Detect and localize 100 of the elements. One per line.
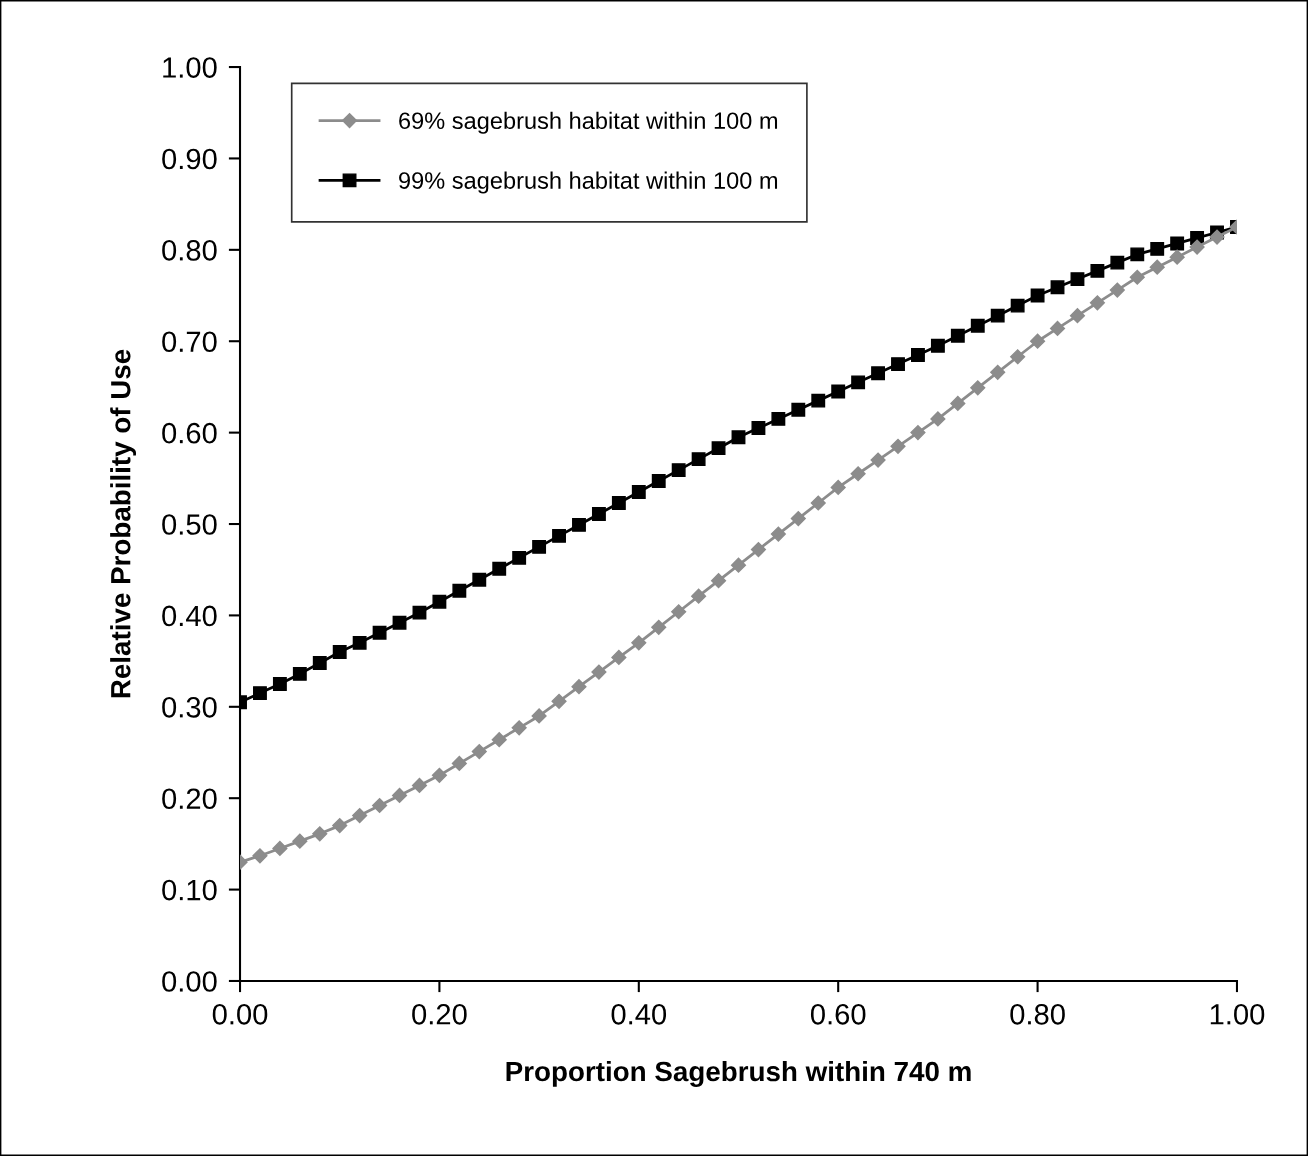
point <box>372 625 387 640</box>
point <box>691 588 707 604</box>
point <box>950 395 966 411</box>
point <box>990 364 1006 380</box>
point <box>1030 333 1046 349</box>
point <box>911 347 925 362</box>
point <box>1109 282 1125 298</box>
point <box>492 561 507 576</box>
point <box>831 384 846 399</box>
point <box>412 605 427 620</box>
point <box>372 797 388 814</box>
point <box>472 572 487 587</box>
point <box>1149 259 1165 275</box>
point <box>631 485 646 499</box>
point <box>312 826 328 842</box>
point <box>392 615 407 630</box>
point <box>552 528 566 543</box>
point <box>910 425 926 441</box>
point <box>851 375 866 390</box>
point <box>551 693 567 709</box>
point <box>611 496 626 510</box>
point <box>631 635 647 651</box>
point <box>651 474 666 489</box>
y-tick-label: 0.40 <box>162 605 217 627</box>
point <box>312 655 327 670</box>
point <box>332 645 347 659</box>
point <box>1110 255 1125 270</box>
point <box>1049 320 1066 337</box>
point <box>432 594 447 609</box>
y-tick-label: 0.80 <box>162 240 217 261</box>
point <box>1169 249 1185 265</box>
point <box>930 411 946 427</box>
y-tick-label: 0.00 <box>162 971 217 992</box>
point <box>491 732 507 748</box>
point <box>970 318 985 333</box>
point <box>891 357 905 372</box>
point <box>571 679 587 695</box>
point <box>292 666 307 681</box>
y-tick-label: 0.60 <box>162 422 217 444</box>
point <box>1070 272 1085 287</box>
point <box>572 517 586 532</box>
point <box>391 787 408 804</box>
point <box>671 463 686 478</box>
x-tick-label: 0.40 <box>611 1003 667 1025</box>
point <box>431 767 447 783</box>
point <box>1170 236 1185 251</box>
point <box>532 539 547 554</box>
point <box>930 338 945 353</box>
point <box>790 510 806 527</box>
x-axis-title: Proportion Sagebrush within 740 m <box>506 1060 971 1087</box>
point <box>411 777 428 793</box>
point <box>1130 247 1145 262</box>
point <box>970 380 986 396</box>
point <box>272 840 288 857</box>
point <box>791 402 806 417</box>
point <box>770 526 786 542</box>
legend-label: 69% sagebrush habitat within 100 m <box>399 111 778 134</box>
point <box>252 848 268 864</box>
point <box>292 833 308 849</box>
point <box>1129 269 1145 285</box>
point <box>731 430 746 445</box>
x-tick-label: 1.00 <box>1210 1003 1265 1025</box>
x-tick-label: 0.80 <box>1010 1003 1065 1025</box>
point <box>870 452 886 468</box>
y-tick-label: 1.00 <box>163 57 217 78</box>
y-tick-label: 0.70 <box>162 331 217 353</box>
point <box>332 818 348 834</box>
point <box>1069 308 1086 324</box>
point <box>471 744 487 760</box>
point <box>750 542 767 558</box>
point <box>1010 349 1026 365</box>
y-axis-title: Relative Probability of Use <box>110 349 137 698</box>
point <box>1209 229 1225 245</box>
point <box>1189 239 1205 255</box>
x-tick-label: 0.20 <box>412 1003 467 1025</box>
y-tick-label: 0.10 <box>162 879 217 901</box>
point <box>890 438 906 454</box>
legend-label: 99% sagebrush habitat within 100 m <box>399 171 778 194</box>
point <box>850 466 866 482</box>
point <box>810 495 826 511</box>
point <box>591 507 606 521</box>
point <box>531 708 547 724</box>
point <box>1089 295 1105 311</box>
point <box>751 421 766 435</box>
point <box>1090 263 1105 278</box>
point <box>671 604 687 620</box>
point <box>651 619 667 635</box>
point <box>730 557 747 573</box>
point <box>830 479 846 496</box>
point <box>611 649 627 666</box>
point <box>511 720 527 736</box>
point <box>1010 298 1025 313</box>
point <box>990 308 1005 323</box>
point <box>1050 280 1065 295</box>
point <box>591 664 607 680</box>
point <box>950 328 965 343</box>
point <box>451 755 467 772</box>
point <box>1030 288 1045 303</box>
point <box>512 550 527 565</box>
y-tick-label: 0.20 <box>162 788 217 810</box>
